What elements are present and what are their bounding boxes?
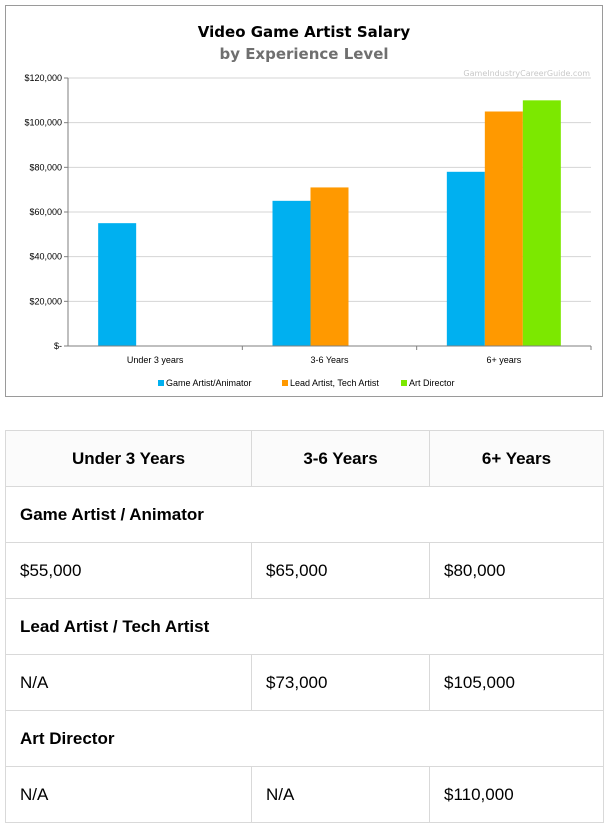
table-row: N/A $73,000 $105,000 bbox=[5, 654, 604, 711]
x-tick-label: 3-6 Years bbox=[310, 355, 349, 365]
table-row: Game Artist / Animator bbox=[5, 486, 604, 543]
y-tick-label: $20,000 bbox=[29, 296, 62, 306]
legend: Game Artist/Animator Lead Artist, Tech Ar… bbox=[158, 378, 455, 388]
table-cell: N/A bbox=[5, 654, 252, 711]
legend-label: Art Director bbox=[409, 378, 455, 388]
bar bbox=[272, 200, 311, 346]
table-row: N/A N/A $110,000 bbox=[5, 766, 604, 823]
bar bbox=[98, 223, 137, 346]
header-6-plus-years: 6+ Years bbox=[429, 430, 604, 487]
chart-watermark: GameIndustryCareerGuide.com bbox=[463, 69, 590, 78]
bar bbox=[522, 100, 561, 346]
bar bbox=[446, 171, 485, 346]
y-tick-label: $60,000 bbox=[29, 207, 62, 217]
table-header-row: Under 3 Years 3-6 Years 6+ Years bbox=[5, 430, 604, 487]
bar bbox=[484, 111, 523, 346]
table-cell: $55,000 bbox=[5, 542, 252, 599]
axes: $- $20,000 $40,000 $60,000 $80,000 $100,000 $1… bbox=[24, 73, 592, 365]
table-cell: $80,000 bbox=[429, 542, 604, 599]
bar bbox=[310, 187, 349, 346]
x-tick-label: 6+ years bbox=[486, 355, 521, 365]
legend-label: Lead Artist, Tech Artist bbox=[290, 378, 379, 388]
table-cell: N/A bbox=[251, 766, 430, 823]
table-row: Art Director bbox=[5, 710, 604, 767]
table-cell: $105,000 bbox=[429, 654, 604, 711]
header-3-6-years: 3-6 Years bbox=[251, 430, 430, 487]
header-under-3-years: Under 3 Years bbox=[5, 430, 252, 487]
salary-chart: Video Game Artist Salary by Experience L… bbox=[5, 5, 603, 397]
section-title: Game Artist / Animator bbox=[5, 486, 604, 543]
chart-subtitle: by Experience Level bbox=[219, 45, 388, 63]
legend-swatch bbox=[158, 380, 164, 386]
legend-swatch bbox=[401, 380, 407, 386]
y-tick-label: $- bbox=[54, 341, 62, 351]
y-tick-label: $40,000 bbox=[29, 252, 62, 262]
table-cell: $110,000 bbox=[429, 766, 604, 823]
chart-title: Video Game Artist Salary bbox=[198, 23, 411, 41]
legend-swatch bbox=[282, 380, 288, 386]
table-row: Lead Artist / Tech Artist bbox=[5, 598, 604, 655]
legend-label: Game Artist/Animator bbox=[166, 378, 252, 388]
bars bbox=[98, 100, 561, 346]
table-cell: N/A bbox=[5, 766, 252, 823]
y-tick-label: $80,000 bbox=[29, 162, 62, 172]
chart-canvas: Video Game Artist Salary by Experience L… bbox=[24, 23, 592, 388]
table-cell: $73,000 bbox=[251, 654, 430, 711]
salary-table: Under 3 Years 3-6 Years 6+ Years Game Ar… bbox=[5, 430, 604, 823]
table-cell: $65,000 bbox=[251, 542, 430, 599]
table-row: $55,000 $65,000 $80,000 bbox=[5, 542, 604, 599]
section-title: Lead Artist / Tech Artist bbox=[5, 598, 604, 655]
x-tick-label: Under 3 years bbox=[127, 355, 184, 365]
y-tick-label: $120,000 bbox=[24, 73, 62, 83]
y-tick-label: $100,000 bbox=[24, 118, 62, 128]
section-title: Art Director bbox=[5, 710, 604, 767]
